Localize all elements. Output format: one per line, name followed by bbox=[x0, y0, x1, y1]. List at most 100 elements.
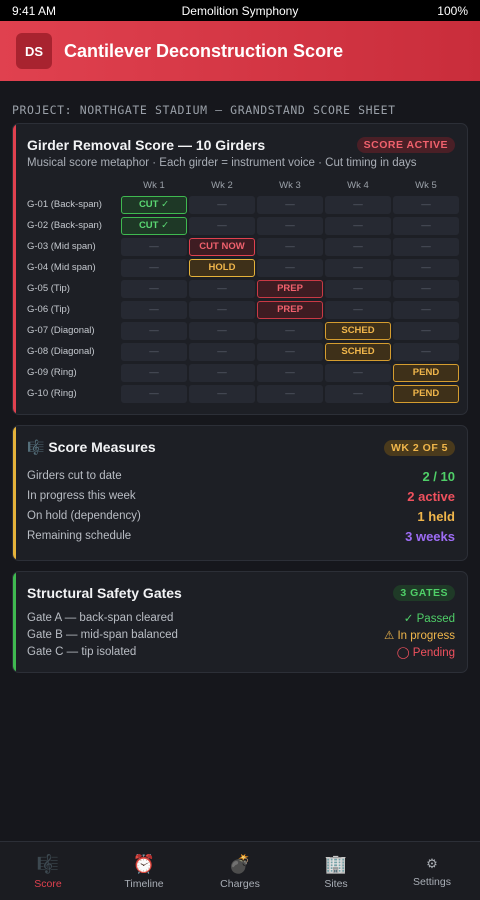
safety-gates-card: Structural Safety Gates 3 GATES Gate A —… bbox=[12, 571, 468, 673]
score-cell-empty: — bbox=[257, 364, 323, 382]
score-cell-empty: — bbox=[257, 196, 323, 214]
measure-value: 2 active bbox=[407, 488, 455, 504]
score-measures-card: 🎼 Score Measures WK 2 OF 5 Girders cut t… bbox=[12, 425, 468, 561]
week-header: Wk 4 bbox=[347, 180, 369, 191]
status-time: 9:41 AM bbox=[12, 3, 57, 18]
measures-list: Girders cut to date 2 / 10 In progress thi… bbox=[13, 456, 467, 560]
gate-row: Gate A — back-span cleared ✓ Passed bbox=[27, 609, 455, 626]
measures-card-title: Score Measures bbox=[48, 439, 156, 455]
score-cell-cut[interactable]: CUT ✓ bbox=[121, 196, 187, 214]
week-header: Wk 1 bbox=[143, 180, 165, 191]
score-cell-empty: — bbox=[189, 196, 255, 214]
score-cell-empty: — bbox=[189, 385, 255, 403]
gate-label: Gate C — tip isolated bbox=[27, 645, 137, 658]
girder-label: G-03 (Mid span) bbox=[27, 241, 96, 252]
score-cell-empty: — bbox=[325, 217, 391, 235]
girder-label: G-04 (Mid span) bbox=[27, 262, 96, 273]
score-cell-empty: — bbox=[393, 343, 459, 361]
score-cell-cutnow[interactable]: CUT NOW bbox=[189, 238, 255, 256]
score-cell-pend[interactable]: PEND bbox=[393, 364, 459, 382]
nav-item-sites[interactable]: 🏢 Sites bbox=[288, 842, 384, 900]
score-card-subtitle: Musical score metaphor · Each girder = i… bbox=[27, 157, 417, 169]
app-header: DS Cantilever Deconstruction Score bbox=[0, 21, 480, 81]
girder-label: G-07 (Diagonal) bbox=[27, 325, 95, 336]
page-title: Cantilever Deconstruction Score bbox=[64, 40, 344, 61]
nav-label-charges: Charges bbox=[220, 877, 260, 890]
week-header: Wk 3 bbox=[279, 180, 301, 191]
gate-row: Gate C — tip isolated ◯ Pending bbox=[27, 643, 455, 660]
nav-item-settings[interactable]: ⚙ Settings bbox=[384, 842, 480, 900]
score-cell-empty: — bbox=[393, 322, 459, 340]
score-cell-empty: — bbox=[257, 259, 323, 277]
gates-list: Gate A — back-span cleared ✓ Passed Gate B… bbox=[13, 601, 467, 672]
status-battery: 100% bbox=[437, 3, 468, 18]
girder-label: G-02 (Back-span) bbox=[27, 220, 102, 231]
score-cell-empty: — bbox=[189, 343, 255, 361]
score-icon: 🎼 bbox=[36, 853, 60, 874]
measure-row: In progress this week 2 active bbox=[27, 486, 455, 506]
gate-label: Gate A — back-span cleared bbox=[27, 611, 174, 624]
score-cell-empty: — bbox=[257, 343, 323, 361]
score-cell-hold[interactable]: HOLD bbox=[189, 259, 255, 277]
score-cell-prep[interactable]: PREP bbox=[257, 280, 323, 298]
score-card-title: Girder Removal Score — 10 Girders bbox=[27, 137, 266, 153]
score-cell-empty: — bbox=[121, 385, 187, 403]
score-cell-empty: — bbox=[393, 280, 459, 298]
score-cell-empty: — bbox=[189, 217, 255, 235]
score-cell-empty: — bbox=[393, 196, 459, 214]
nav-item-charges[interactable]: 💣 Charges bbox=[192, 842, 288, 900]
score-status-badge: SCORE ACTIVE bbox=[356, 137, 455, 153]
status-title: Demolition Symphony bbox=[181, 4, 299, 18]
girder-label: G-06 (Tip) bbox=[27, 304, 70, 315]
score-cell-empty: — bbox=[325, 301, 391, 319]
bottom-nav: 🎼 Score ⏰ Timeline 💣 Charges 🏢 Sites ⚙ Settings bbox=[0, 841, 480, 900]
gate-status: ✓ Passed bbox=[403, 612, 455, 625]
score-cell-empty: — bbox=[257, 322, 323, 340]
score-cell-empty: — bbox=[325, 238, 391, 256]
gates-card-title: Structural Safety Gates bbox=[27, 585, 182, 601]
girder-label: G-08 (Diagonal) bbox=[27, 346, 95, 357]
nav-label-timeline: Timeline bbox=[124, 877, 164, 890]
gate-row: Gate B — mid-span balanced ⚠ In progress bbox=[27, 626, 455, 643]
measure-label: Girders cut to date bbox=[27, 470, 122, 482]
app-logo: DS bbox=[16, 33, 52, 69]
score-cell-cut[interactable]: CUT ✓ bbox=[121, 217, 187, 235]
score-cell-empty: — bbox=[393, 238, 459, 256]
week-header: Wk 2 bbox=[211, 180, 233, 191]
nav-item-timeline[interactable]: ⏰ Timeline bbox=[96, 842, 192, 900]
measure-label: Remaining schedule bbox=[27, 530, 132, 542]
grid-corner bbox=[27, 179, 119, 193]
score-cell-empty: — bbox=[325, 364, 391, 382]
score-cell-empty: — bbox=[393, 217, 459, 235]
girder-label: G-10 (Ring) bbox=[27, 388, 77, 399]
project-section-title: PROJECT: NORTHGATE STADIUM — GRANDSTAND … bbox=[12, 103, 396, 117]
score-cell-empty: — bbox=[121, 259, 187, 277]
girder-score-card: Girder Removal Score — 10 Girders SCORE … bbox=[12, 123, 468, 415]
gate-status: ⚠ In progress bbox=[383, 629, 455, 642]
score-cell-empty: — bbox=[121, 322, 187, 340]
week-header: Wk 5 bbox=[415, 180, 437, 191]
nav-label-score: Score bbox=[34, 877, 62, 890]
score-cell-sched[interactable]: SCHED bbox=[325, 322, 391, 340]
score-cell-empty: — bbox=[121, 238, 187, 256]
measure-value: 3 weeks bbox=[405, 528, 455, 544]
score-cell-empty: — bbox=[189, 322, 255, 340]
score-cell-prep[interactable]: PREP bbox=[257, 301, 323, 319]
score-cell-empty: — bbox=[257, 385, 323, 403]
score-cell-sched[interactable]: SCHED bbox=[325, 343, 391, 361]
score-cell-empty: — bbox=[121, 280, 187, 298]
score-cell-empty: — bbox=[121, 343, 187, 361]
score-cell-empty: — bbox=[393, 259, 459, 277]
measure-value: 2 / 10 bbox=[422, 468, 455, 484]
status-bar: 9:41 AM Demolition Symphony 100% bbox=[0, 0, 480, 21]
score-cell-empty: — bbox=[121, 301, 187, 319]
gate-status: ◯ Pending bbox=[396, 646, 455, 659]
nav-item-score[interactable]: 🎼 Score bbox=[0, 842, 96, 900]
sites-icon: 🏢 bbox=[324, 853, 348, 874]
measure-label: On hold (dependency) bbox=[27, 510, 141, 522]
score-cell-pend[interactable]: PEND bbox=[393, 385, 459, 403]
gates-count-badge: 3 GATES bbox=[393, 585, 455, 601]
gate-label: Gate B — mid-span balanced bbox=[27, 628, 178, 641]
score-cell-empty: — bbox=[257, 238, 323, 256]
girder-label: G-01 (Back-span) bbox=[27, 199, 102, 210]
